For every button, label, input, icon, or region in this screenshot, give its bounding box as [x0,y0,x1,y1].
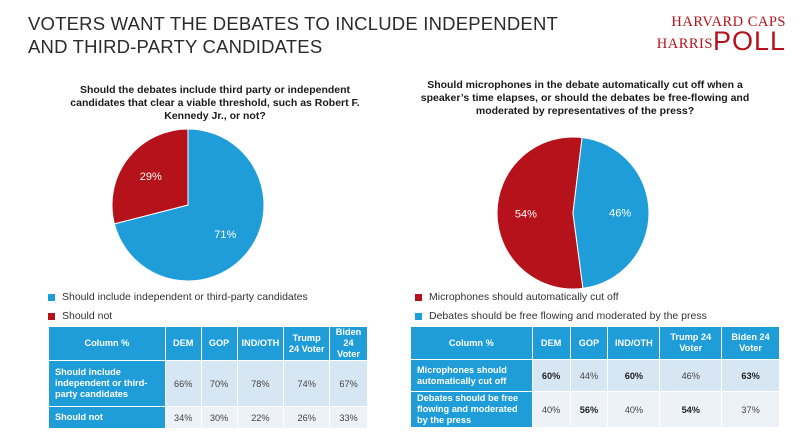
table-cell: 30% [200,406,238,429]
column-header: GOP [569,326,609,360]
crosstab-table-third-party: Column % DEM GOP IND/OTH Trump 24 Voter … [48,326,368,429]
question-2: Should microphones in the debate automat… [420,79,750,117]
legend-label: Debates should be free flowing and moder… [429,310,707,322]
row-label: Debates should be free flowing and moder… [410,391,533,428]
legend-swatch-blue [48,293,55,301]
table-cell: 74% [283,360,331,407]
harvard-caps-harris-poll-logo: HARVARD CAPS HARRISPOLL [656,14,786,56]
row-label: Should not [48,406,166,429]
column-header: IND/OTH [607,326,661,360]
pie-value-label: 71% [214,229,236,241]
pie-value-label: 29% [140,171,162,183]
pie-chart-microphones: 54% 46% [496,136,650,290]
table-cell: 34% [164,406,202,429]
table-cell: 63% [721,359,780,392]
table-cell: 22% [236,406,285,429]
column-header: GOP [200,326,238,361]
column-header: Trump 24 Voter [283,326,331,361]
legend-swatch-red [415,293,422,301]
legend-item: Debates should be free flowing and moder… [415,309,707,323]
legend-item: Should not [48,309,308,323]
table-header-row: Column % DEM GOP IND/OTH Trump 24 Voter … [410,326,780,360]
pie-slice [572,136,650,289]
legend-swatch-blue [415,312,422,320]
column-header: Column % [48,326,166,361]
table-cell: 56% [569,391,609,428]
question-1: Should the debates include third party o… [70,84,360,122]
table-cell: 33% [329,406,368,429]
logo-line-2: HARRIS [656,36,713,52]
column-header: IND/OTH [236,326,285,361]
source-footnote [36,428,736,434]
table-cell: 46% [659,359,723,392]
table-cell: 70% [200,360,238,407]
pie-slice [111,128,189,225]
logo-line-1: HARVARD CAPS [671,14,786,30]
legend-label: Should not [62,310,113,322]
table-header-row: Column % DEM GOP IND/OTH Trump 24 Voter … [48,326,368,361]
column-header: Biden 24 Voter [329,326,368,361]
legend-swatch-red [48,312,55,320]
legend-pie-1: Should include independent or third-part… [48,290,308,328]
table-cell: 40% [531,391,571,428]
table-cell: 66% [164,360,202,407]
table-cell: 60% [531,359,571,392]
column-header: Biden 24 Voter [721,326,780,360]
column-header: DEM [531,326,571,360]
table-cell: 37% [721,391,780,428]
legend-item: Microphones should automatically cut off [415,290,707,304]
column-header: Column % [410,326,533,360]
legend-pie-2: Microphones should automatically cut off… [415,290,707,328]
table-cell: 67% [329,360,368,407]
logo-line-3: POLL [712,26,786,56]
table-row: Should not 34% 30% 22% 26% 33% [48,406,368,429]
legend-label: Microphones should automatically cut off [429,291,619,303]
table-cell: 54% [659,391,723,428]
pie-value-label: 46% [609,208,631,220]
table-cell: 26% [283,406,331,429]
pie-slice [113,128,265,282]
legend-item: Should include independent or third-part… [48,290,308,304]
column-header: DEM [164,326,202,361]
table-cell: 40% [607,391,661,428]
page-title: VOTERS WANT THE DEBATES TO INCLUDE INDEP… [28,13,558,57]
pie-chart-third-party: 71% 29% [111,128,265,282]
pie-slice [496,136,584,290]
column-header: Trump 24 Voter [659,326,723,360]
pie-value-label: 54% [515,208,537,220]
table-row: Microphones should automatically cut off… [410,359,780,392]
crosstab-table-microphones: Column % DEM GOP IND/OTH Trump 24 Voter … [410,326,780,428]
row-label: Microphones should automatically cut off [410,359,533,392]
table-row: Debates should be free flowing and moder… [410,391,780,428]
table-cell: 60% [607,359,661,392]
legend-label: Should include independent or third-part… [62,291,308,303]
row-label: Should include independent or third-part… [48,360,166,407]
table-cell: 78% [236,360,285,407]
table-cell: 44% [569,359,609,392]
table-row: Should include independent or third-part… [48,360,368,407]
